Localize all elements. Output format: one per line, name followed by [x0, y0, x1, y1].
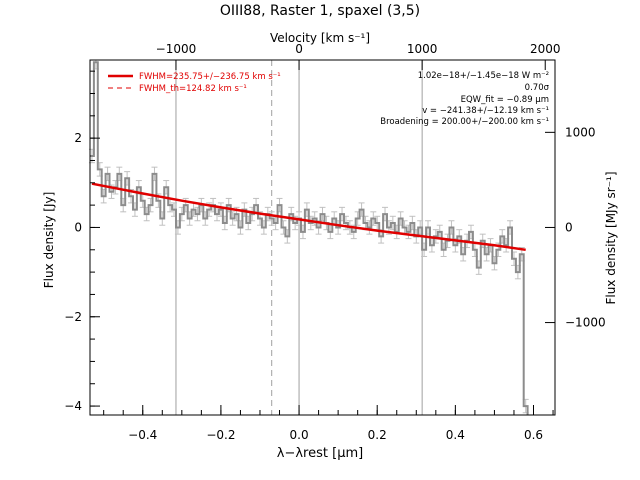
x-tick-label: 0.0: [290, 428, 309, 442]
x-tick-label: 0.2: [368, 428, 387, 442]
axis-ticks: −0.4 −0.2 0.0 0.2 0.4 0.6 −4 −2 0 2 −1000 0 1000 2000…: [64, 42, 605, 442]
legend: FWHM=235.75+/−236.75 km s⁻¹ FWHM_th=124.…: [108, 72, 281, 94]
top-tick-label: −1000: [156, 42, 197, 56]
spectrum-histogram: [90, 61, 529, 415]
legend-label-fit: FWHM=235.75+/−236.75 km s⁻¹: [139, 72, 281, 82]
x-tick-label: −0.2: [206, 428, 235, 442]
legend-label-thermal: FWHM_th=124.82 km s⁻¹: [139, 84, 247, 94]
top-axis-label: Velocity [km s⁻¹]: [270, 31, 370, 45]
y-tick-label: −2: [64, 310, 82, 324]
y-tick-label: −4: [64, 399, 82, 413]
x-axis-label: λ−λrest [µm]: [277, 446, 363, 461]
fit-line: [91, 182, 526, 252]
top-tick-label: 1000: [407, 42, 438, 56]
right-tick-label: 0: [565, 220, 573, 234]
x-tick-label: 0.4: [446, 428, 465, 442]
chart-title: OIII88, Raster 1, spaxel (3,5): [220, 3, 420, 19]
x-tick-label: 0.6: [524, 428, 543, 442]
annotation-eqw: EQW_fit = −0.89 µm: [461, 95, 549, 105]
right-tick-label: −1000: [565, 316, 606, 330]
y-tick-label: 0: [74, 220, 82, 234]
right-tick-label: 1000: [565, 125, 596, 139]
top-tick-label: 0: [295, 42, 303, 56]
annotation-flux: 1.02e−18+/−1.45e−18 W m⁻²: [418, 71, 549, 81]
plot-frame: [89, 59, 556, 416]
y-axis-label: Flux density [Jy]: [42, 192, 56, 289]
x-tick-label: −0.4: [128, 428, 157, 442]
right-axis-label: Flux density [MJy sr⁻¹]: [604, 171, 618, 304]
velocity-marker-lines: [175, 60, 423, 415]
fit-annotations: 1.02e−18+/−1.45e−18 W m⁻² 0.70σ EQW_fit …: [380, 71, 549, 127]
annotation-sigma: 0.70σ: [525, 83, 550, 93]
top-tick-label: 2000: [530, 42, 561, 56]
annotation-broadening: Broadening = 200.00+/−200.00 km s⁻¹: [380, 117, 549, 127]
y-tick-label: 2: [74, 131, 82, 145]
annotation-velocity: v = −241.38+/−12.19 km s⁻¹: [422, 106, 549, 116]
